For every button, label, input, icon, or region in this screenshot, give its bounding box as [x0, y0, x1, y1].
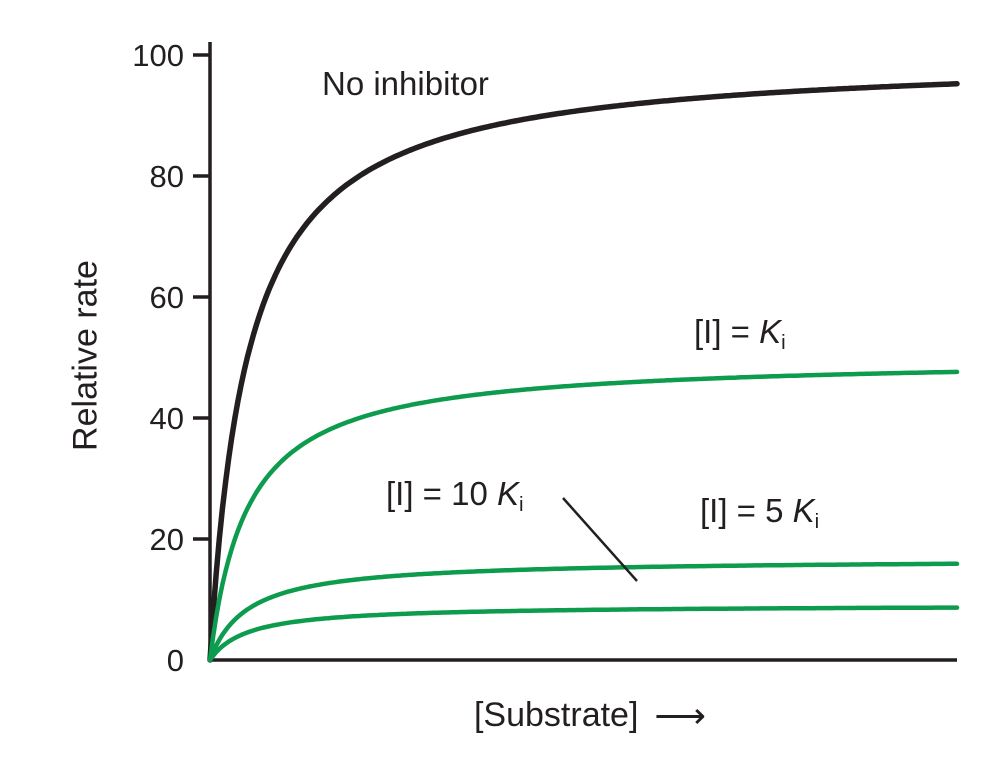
y-tick-label: 0 [167, 643, 184, 678]
annotation-leader-line [562, 497, 638, 582]
x-axis-title: [Substrate] ⟶ [380, 696, 800, 735]
curve-2--i-5-ki [207, 561, 960, 663]
curve-0-no-inhibitor [207, 81, 960, 663]
label-prefix: [I] = 5 [700, 492, 793, 529]
y-tick-label: 80 [150, 159, 184, 194]
curve-label-ki: [I] = Ki [694, 313, 786, 354]
label-k-symbol: K [792, 492, 815, 529]
curve-label-5ki: [I] = 5 Ki [700, 492, 819, 533]
y-tick-label: 60 [150, 280, 184, 315]
y-tick-label: 100 [132, 38, 184, 73]
label-prefix: [I] = 10 [386, 475, 497, 512]
curve-label-text: No inhibitor [322, 65, 489, 102]
curve-1--i-ki [207, 369, 960, 663]
label-subscript: i [814, 510, 820, 534]
curve-label-no-inhibitor: No inhibitor [322, 65, 489, 102]
label-k-symbol: K [759, 313, 782, 350]
right-arrow-icon: ⟶ [654, 694, 707, 736]
label-k-symbol: K [497, 475, 520, 512]
label-prefix: [I] = [694, 313, 760, 350]
curve-3--i-10-ki [207, 605, 960, 663]
label-subscript: i [519, 493, 524, 517]
y-tick-label: 40 [150, 401, 184, 436]
label-subscript: i [781, 331, 786, 355]
x-axis-label-text: [Substrate] [473, 696, 639, 734]
curve-label-10ki: [I] = 10 Ki [386, 475, 524, 516]
y-axis-title: Relative rate [66, 260, 105, 451]
y-tick-label: 20 [150, 522, 184, 557]
